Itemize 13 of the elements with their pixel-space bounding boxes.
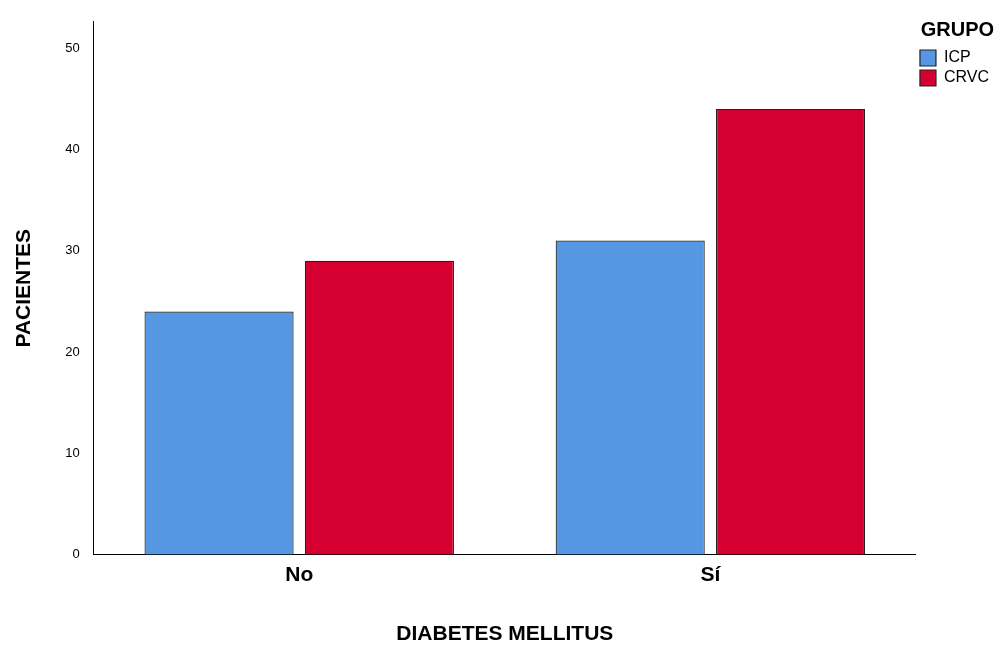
legend-title: GRUPO: [920, 17, 995, 40]
legend-label: ICP: [943, 48, 971, 66]
y-tick-label: 50: [65, 39, 80, 55]
x-tick-label: Sí: [700, 562, 722, 585]
y-tick-label: 20: [65, 343, 80, 359]
legend-label: CRVC: [943, 68, 989, 86]
x-tick-label: No: [285, 562, 314, 585]
y-tick-label: 40: [65, 141, 80, 157]
y-tick-label: 0: [72, 546, 80, 562]
y-tick-label: 10: [65, 444, 80, 460]
y-axis-title: PACIENTES: [11, 228, 35, 348]
y-tick-label: 30: [65, 242, 80, 258]
x-axis-title: DIABETES MELLITUS: [396, 621, 614, 645]
